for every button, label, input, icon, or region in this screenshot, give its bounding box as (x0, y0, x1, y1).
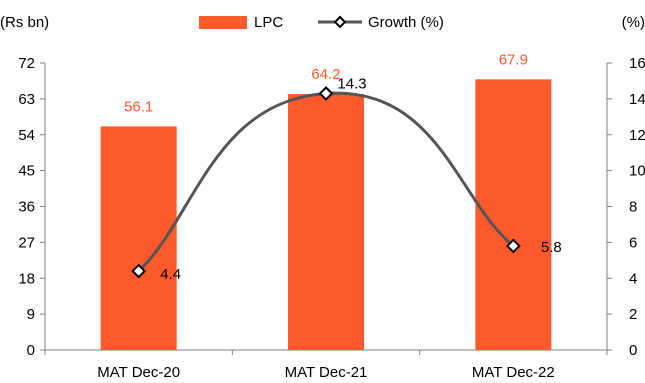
legend-label-lpc: LPC (254, 14, 283, 31)
growth-marker (505, 238, 521, 254)
axes: 0 9 18 27 36 45 54 63 72 0 2 4 6 8 10 12 14 16 MAT Dec-20 M… (0, 14, 645, 381)
bar-value-label: 67.9 (499, 51, 528, 68)
legend-swatch-lpc (199, 16, 247, 29)
right-tick-label: 10 (629, 163, 645, 180)
x-category-label: MAT Dec-21 (285, 364, 368, 381)
left-tick-label: 9 (27, 306, 35, 323)
right-tick-label: 14 (629, 91, 645, 108)
bar-lpc (475, 79, 552, 351)
right-tick-label: 12 (629, 127, 645, 144)
legend-label-growth: Growth (%) (368, 14, 444, 31)
bar-lpc (288, 94, 364, 350)
growth-line-group (131, 86, 521, 279)
left-tick-label: 0 (27, 342, 35, 359)
left-axis-unit: (Rs bn) (0, 14, 49, 31)
growth-marker (318, 86, 334, 101)
left-tick-label: 27 (18, 234, 35, 251)
growth-value-label: 4.4 (160, 266, 181, 283)
right-tick-label: 2 (629, 306, 637, 323)
growth-value-label: 5.8 (541, 239, 562, 256)
right-tick-label: 16 (629, 55, 645, 72)
left-tick-label: 36 (18, 199, 35, 216)
legend: LPC Growth (%) (199, 14, 444, 31)
right-tick-label: 0 (629, 342, 637, 359)
left-tick-label: 18 (18, 270, 35, 287)
data-labels: 56.1 64.2 67.9 4.4 14.3 5.8 (124, 51, 562, 283)
right-tick-label: 4 (629, 270, 637, 287)
right-tick-label: 8 (629, 199, 637, 216)
x-category-label: MAT Dec-20 (97, 364, 180, 381)
left-tick-label: 45 (18, 163, 35, 180)
right-axis-unit: (%) (622, 14, 645, 31)
left-tick-label: 72 (18, 55, 35, 72)
right-tick-label: 6 (629, 234, 637, 251)
left-tick-label: 63 (18, 91, 35, 108)
x-category-label: MAT Dec-22 (472, 364, 555, 381)
growth-value-label: 14.3 (337, 75, 366, 92)
legend-swatch-growth-marker (333, 15, 347, 29)
bar-value-label: 64.2 (311, 66, 340, 83)
left-tick-label: 54 (18, 127, 35, 144)
bars (100, 79, 552, 351)
growth-marker (131, 263, 147, 279)
bar-value-label: 56.1 (124, 98, 153, 115)
